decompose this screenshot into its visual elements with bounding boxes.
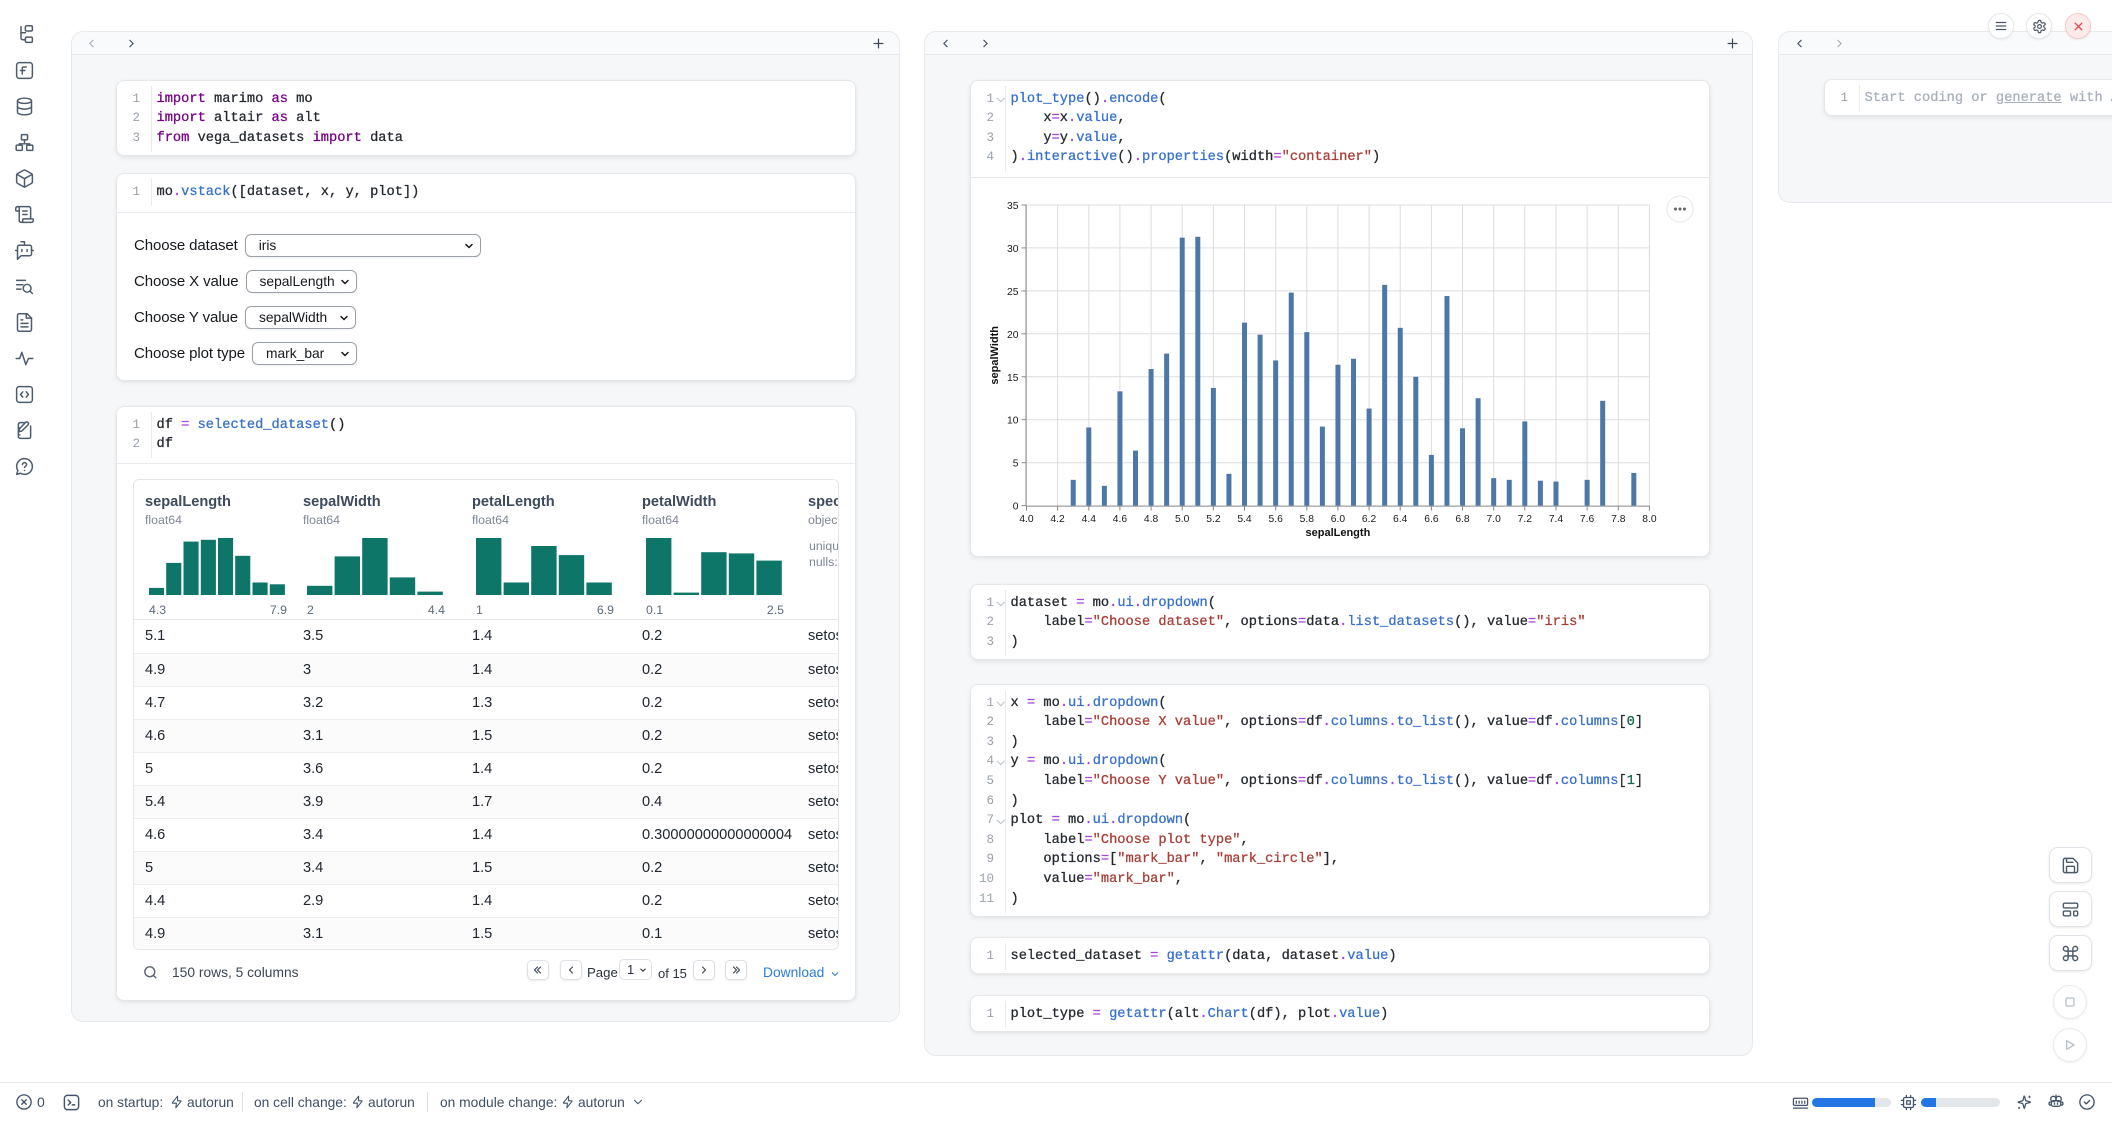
svg-text:6.6: 6.6 [1424, 514, 1439, 525]
svg-text:4.4: 4.4 [1082, 514, 1097, 525]
svg-text:25: 25 [1007, 286, 1019, 297]
svg-text:7.0: 7.0 [1487, 514, 1502, 525]
svg-text:5.6: 5.6 [1269, 514, 1284, 525]
svg-text:6.4: 6.4 [1393, 514, 1408, 525]
svg-text:4.2: 4.2 [1050, 514, 1065, 525]
svg-text:4.8: 4.8 [1144, 514, 1159, 525]
svg-text:15: 15 [1007, 372, 1019, 383]
svg-text:5: 5 [1013, 458, 1019, 469]
svg-text:10: 10 [1007, 415, 1019, 426]
svg-text:6.8: 6.8 [1455, 514, 1470, 525]
svg-text:7.6: 7.6 [1580, 514, 1595, 525]
svg-text:20: 20 [1007, 329, 1019, 340]
svg-text:6.0: 6.0 [1331, 514, 1346, 525]
svg-text:8.0: 8.0 [1642, 514, 1657, 525]
svg-text:4.6: 4.6 [1113, 514, 1128, 525]
svg-text:7.8: 7.8 [1611, 514, 1626, 525]
svg-text:35: 35 [1007, 201, 1019, 212]
svg-text:7.4: 7.4 [1549, 514, 1564, 525]
svg-text:sepalLength: sepalLength [1306, 527, 1371, 539]
svg-text:5.2: 5.2 [1206, 514, 1221, 525]
svg-text:4.0: 4.0 [1019, 514, 1034, 525]
svg-text:5.4: 5.4 [1237, 514, 1252, 525]
svg-text:7.2: 7.2 [1518, 514, 1533, 525]
svg-text:6.2: 6.2 [1362, 514, 1377, 525]
svg-text:30: 30 [1007, 243, 1019, 254]
svg-text:sepalWidth: sepalWidth [989, 325, 1001, 384]
svg-text:5.0: 5.0 [1175, 514, 1190, 525]
svg-text:0: 0 [1013, 501, 1019, 512]
svg-text:5.8: 5.8 [1300, 514, 1315, 525]
